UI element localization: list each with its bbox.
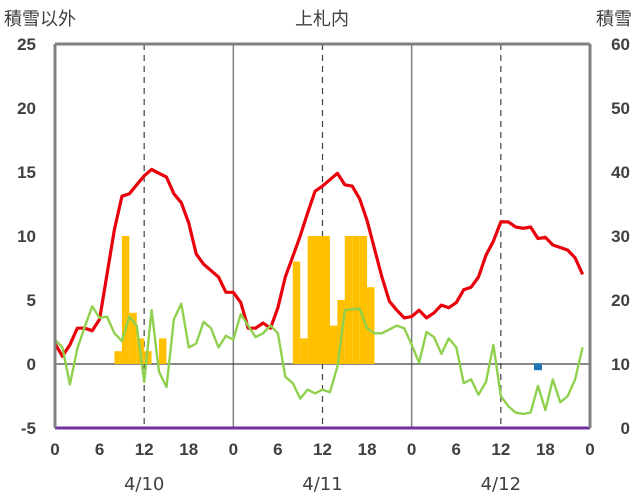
bar [344, 236, 353, 364]
bar [329, 325, 338, 364]
bar [292, 261, 301, 364]
date-label: 4/12 [481, 474, 521, 495]
bar [307, 236, 316, 364]
x-tick-label: 0 [585, 440, 594, 459]
chart-title: 上札内 [295, 9, 349, 30]
bar-series [114, 236, 375, 364]
bar [114, 351, 122, 364]
y-left-tick-label: 25 [17, 35, 36, 54]
date-label: 4/11 [302, 474, 342, 495]
x-tick-label: 6 [273, 440, 282, 459]
y-left-tick-label: 5 [27, 291, 36, 310]
bar [315, 236, 323, 364]
y-right-tick-label: 60 [611, 35, 630, 54]
series-line [54, 302, 584, 416]
series-line [53, 167, 585, 358]
y-right-tick-label: 20 [611, 291, 630, 310]
y-right-tick-label: 40 [611, 163, 630, 182]
y-right-tick-label: 0 [621, 419, 630, 438]
x-tick-label: 0 [407, 440, 416, 459]
y-left-tick-label: -5 [21, 419, 36, 438]
right-axis-title: 積雪 [596, 9, 632, 30]
x-tick-label: 18 [358, 440, 377, 459]
bar [367, 287, 375, 364]
y-right-tick-label: 30 [611, 227, 630, 246]
bar [300, 338, 308, 364]
line-series [53, 167, 585, 416]
bar [159, 338, 167, 364]
y-right-tick-label: 10 [611, 355, 630, 374]
bar [121, 236, 130, 364]
x-tick-label: 18 [179, 440, 198, 459]
x-tick-label: 0 [229, 440, 238, 459]
y-left-tick-label: 10 [17, 227, 36, 246]
axis-ticks: -5 0 5 10 15 20 25 0 10 20 30 40 50 60 0 6 12 18 0 6 12 18 0 6 1… [17, 35, 630, 495]
bar [129, 312, 137, 364]
x-tick-label: 6 [452, 440, 461, 459]
x-tick-label: 12 [135, 440, 154, 459]
x-tick-label: 6 [95, 440, 104, 459]
x-tick-label: 12 [491, 440, 510, 459]
bar [322, 236, 330, 364]
y-left-tick-label: 15 [17, 163, 36, 182]
y-left-tick-label: 0 [27, 355, 36, 374]
snow-depth-point [533, 363, 542, 371]
bar [359, 236, 368, 364]
bar [352, 236, 360, 364]
x-tick-label: 12 [313, 440, 332, 459]
x-tick-label: 18 [536, 440, 555, 459]
date-label: 4/10 [124, 474, 164, 495]
plot-frame [53, 42, 592, 430]
y-left-tick-label: 20 [17, 99, 36, 118]
y-right-tick-label: 50 [611, 99, 630, 118]
left-axis-title: 積雪以外 [4, 9, 76, 30]
x-tick-label: 0 [50, 440, 59, 459]
